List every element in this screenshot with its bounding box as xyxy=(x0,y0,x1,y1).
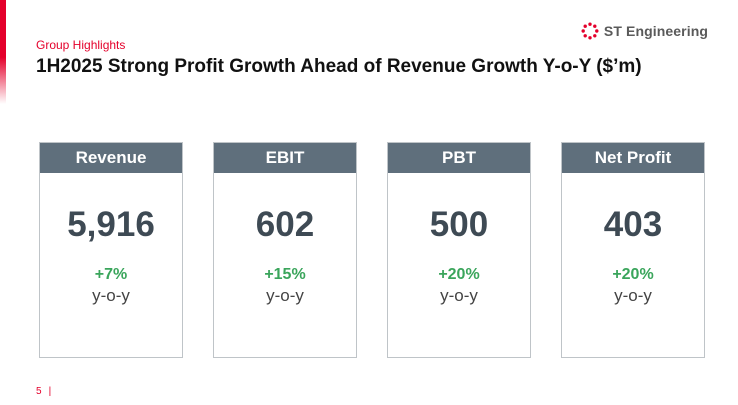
card-header: EBIT xyxy=(214,143,356,173)
card-growth: +20% xyxy=(438,266,480,283)
card-growth: +7% xyxy=(94,266,128,283)
card-period: y-o-y xyxy=(614,286,652,305)
card-header: PBT xyxy=(388,143,530,173)
section-label: Group Highlights xyxy=(36,38,126,52)
accent-bar xyxy=(0,0,6,104)
card-value: 602 xyxy=(255,205,315,244)
logo-text: ST Engineering xyxy=(603,23,708,39)
card-net-profit: Net Profit 403 +20% y-o-y xyxy=(561,142,705,358)
card-period: y-o-y xyxy=(266,286,304,305)
highlight-cards: Revenue 5,916 +7% y-o-y EBIT 602 +15% y-… xyxy=(39,142,705,358)
slide-footer: 5 | xyxy=(36,386,51,397)
company-logo: ST Engineering xyxy=(581,22,708,40)
card-pbt: PBT 500 +20% y-o-y xyxy=(387,142,531,358)
card-header: Net Profit xyxy=(562,143,704,173)
page-number: 5 xyxy=(36,386,42,397)
footer-separator: | xyxy=(48,386,52,397)
card-value: 500 xyxy=(429,205,489,244)
card-period: y-o-y xyxy=(92,286,130,305)
card-ebit: EBIT 602 +15% y-o-y xyxy=(213,142,357,358)
page-title: 1H2025 Strong Profit Growth Ahead of Rev… xyxy=(36,56,642,77)
card-value: 5,916 xyxy=(67,205,155,244)
card-header: Revenue xyxy=(40,143,182,173)
st-engineering-logo-icon xyxy=(581,22,599,40)
card-growth: +20% xyxy=(612,266,654,283)
card-growth: +15% xyxy=(264,266,306,283)
card-value: 403 xyxy=(603,205,663,244)
card-period: y-o-y xyxy=(440,286,478,305)
card-revenue: Revenue 5,916 +7% y-o-y xyxy=(39,142,183,358)
